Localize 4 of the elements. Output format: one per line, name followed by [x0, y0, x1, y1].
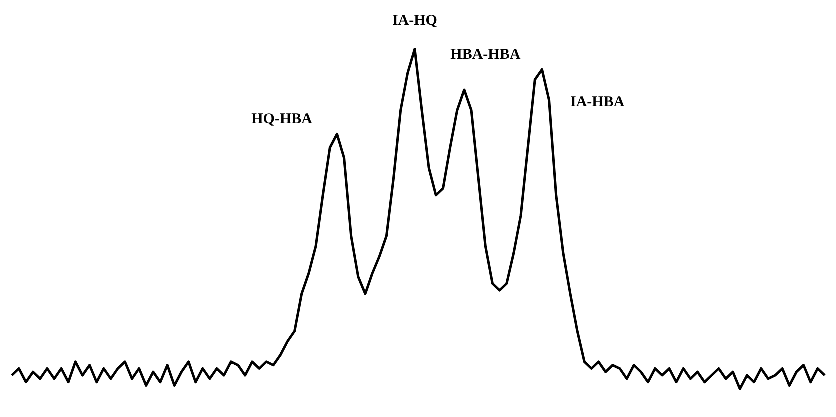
- annotation: HQ-HBA: [252, 111, 313, 128]
- text: IA-HQ: [392, 12, 438, 29]
- annotation: HBA-HBA: [450, 46, 521, 63]
- annotation: IA-HBA: [570, 94, 625, 110]
